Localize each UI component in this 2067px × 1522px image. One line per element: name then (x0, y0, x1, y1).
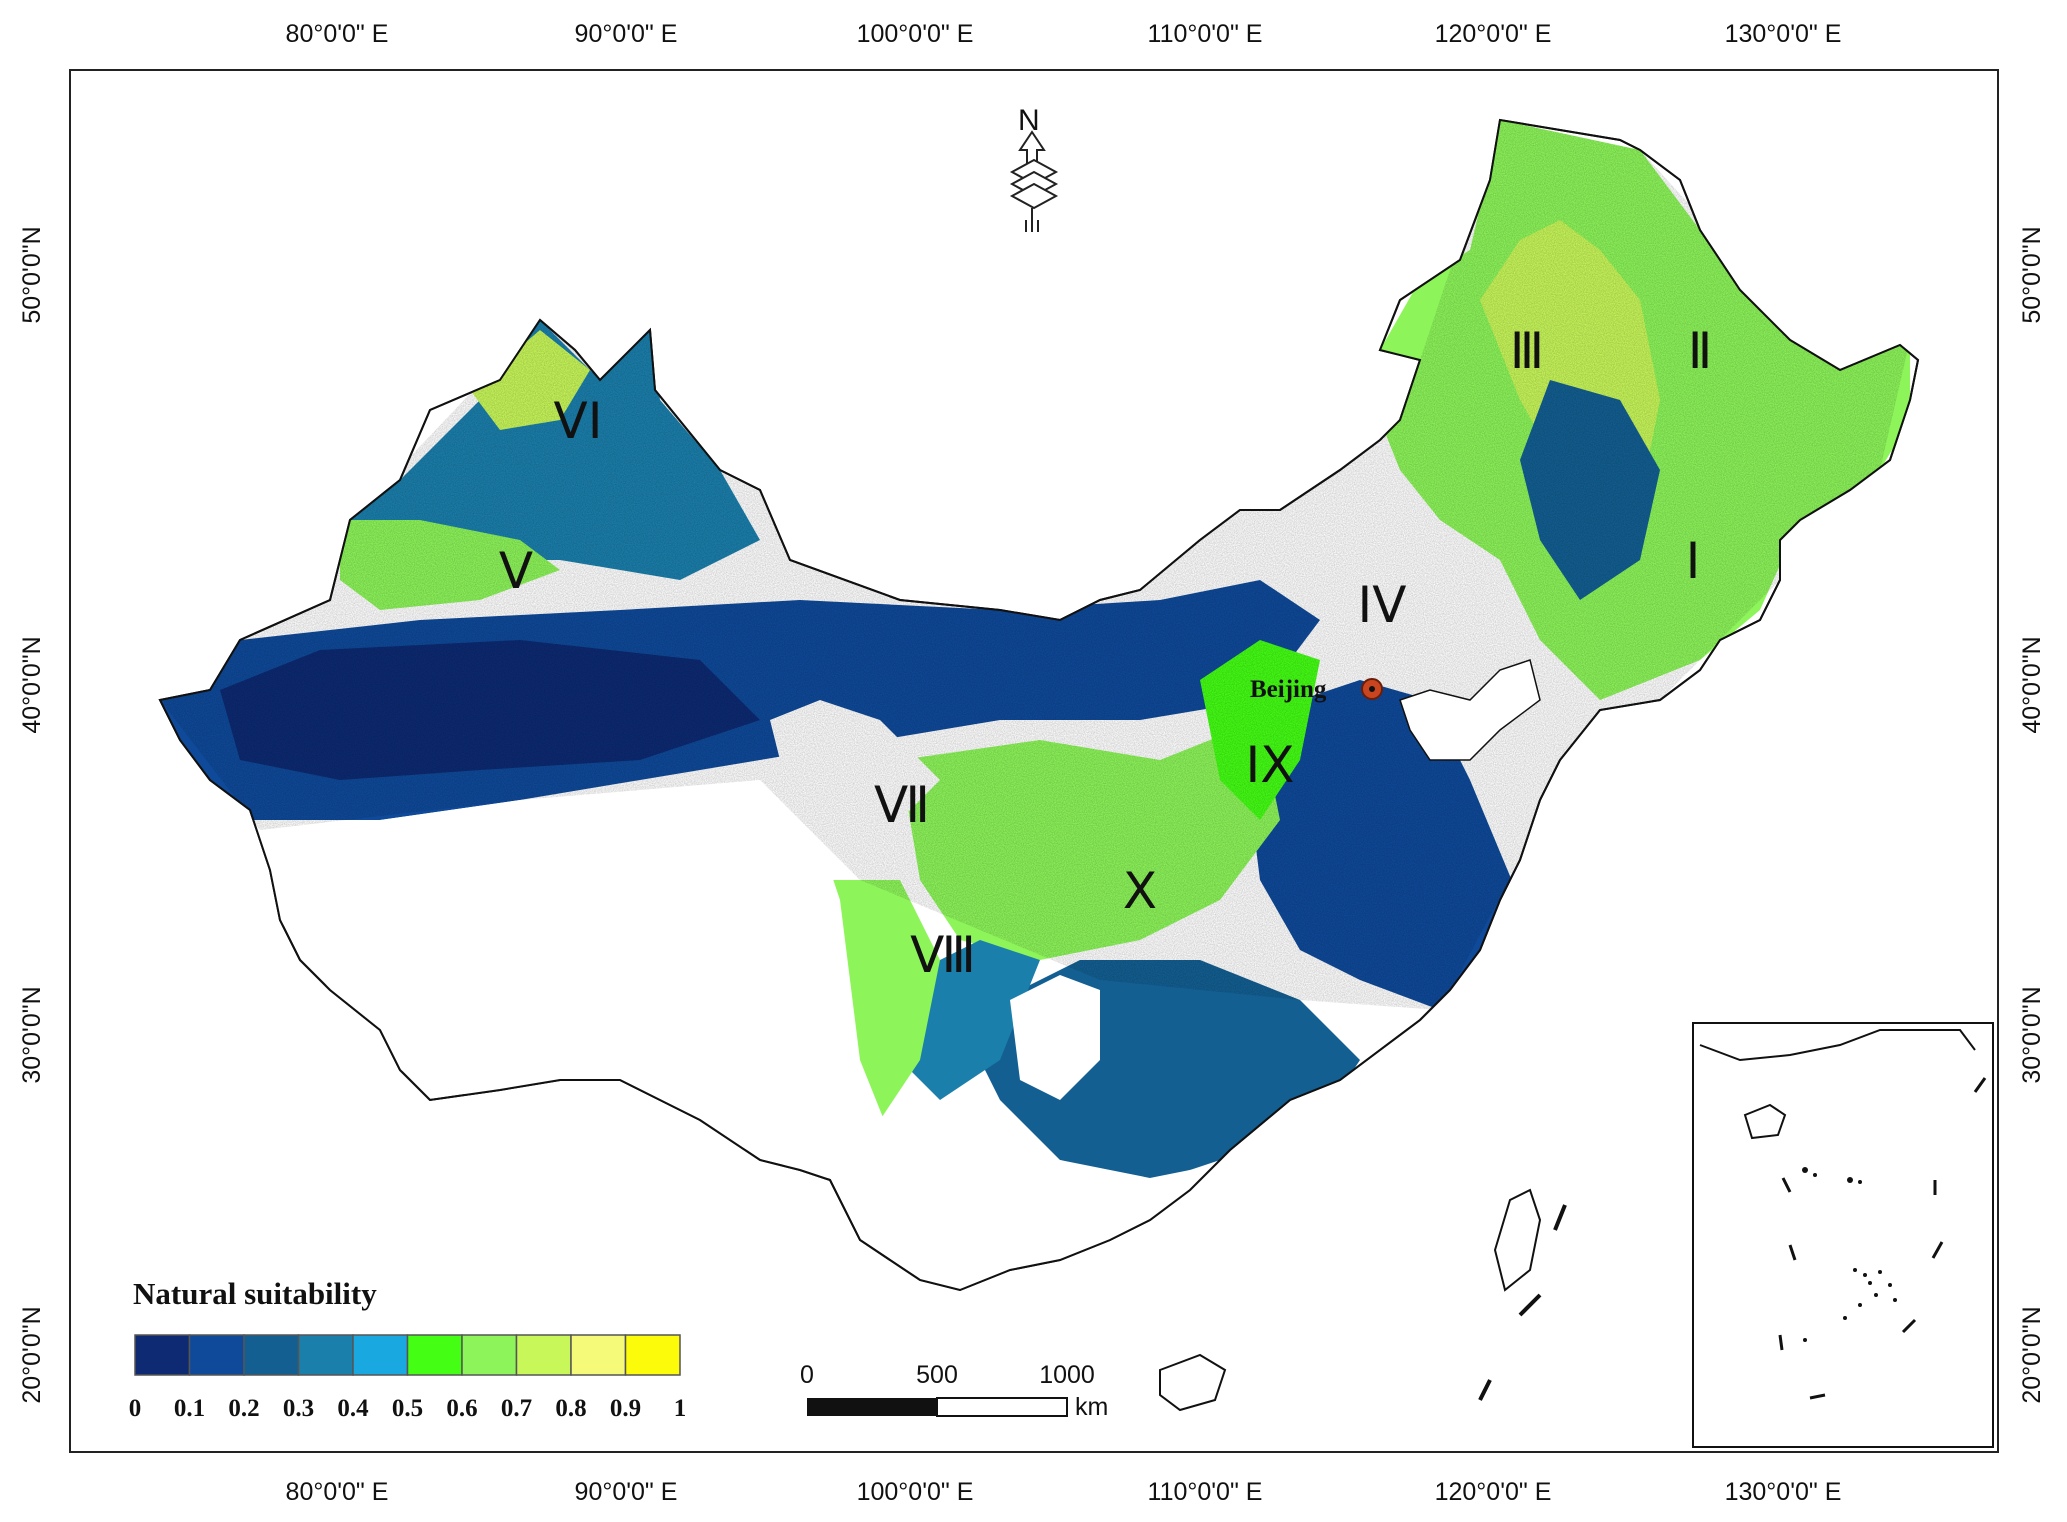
legend-label: 0.3 (283, 1395, 314, 1422)
southeast-blank (900, 860, 1520, 1290)
latitude-label-right: 20°0'0"N (2018, 1306, 2046, 1403)
legend-label: 0.2 (228, 1395, 259, 1422)
legend-label: 1 (674, 1395, 687, 1422)
region-label-x: X (1123, 862, 1157, 920)
latitude-labels-left: 50°0'0"N 40°0'0"N 30°0'0"N 20°0'0"N (18, 226, 46, 1403)
latitude-label-right: 50°0'0"N (2018, 226, 2046, 323)
scale-label: 1000 (1039, 1361, 1095, 1389)
scale-label: 500 (916, 1361, 958, 1389)
region-labels: I Ⅱ Ⅲ IV V VI Ⅶ Ⅷ IX X (499, 322, 1712, 984)
region-label-ii: Ⅱ (1688, 322, 1713, 380)
north-arrow: N (1009, 104, 1059, 232)
region-label-iii: Ⅲ (1510, 322, 1544, 380)
longitude-label-bottom: 120°0'0" E (1435, 1478, 1552, 1506)
legend-swatch (624, 1334, 681, 1376)
legend-swatch (406, 1334, 463, 1376)
hainan-island (1159, 1353, 1227, 1412)
legend-label: 0.4 (337, 1395, 369, 1422)
scale-bar: 0 500 1000 km (800, 1361, 1108, 1421)
china-boundary-outline (158, 118, 1920, 1292)
legend-swatch (515, 1334, 572, 1376)
legend-swatch (461, 1334, 518, 1376)
region-label-viii: Ⅷ (910, 926, 976, 984)
taiwan-island (1493, 1188, 1542, 1292)
legend-swatch (297, 1334, 354, 1376)
longitude-label-top: 100°0'0" E (857, 20, 974, 48)
capital-marker-center (1369, 686, 1375, 692)
longitude-label-top: 90°0'0" E (575, 20, 678, 48)
region-label-i: I (1686, 532, 1701, 590)
legend-swatch (188, 1334, 245, 1376)
region-label-vii: Ⅶ (874, 776, 930, 834)
region-label-vi: VI (554, 392, 603, 450)
beijing-marker: Beijing (1250, 676, 1383, 703)
scale-unit: km (1075, 1393, 1108, 1421)
longitude-label-bottom: 100°0'0" E (857, 1478, 974, 1506)
legend-label: 0.9 (610, 1395, 641, 1422)
longitude-label-bottom: 110°0'0" E (1148, 1478, 1263, 1506)
legend-label: 0.7 (501, 1395, 532, 1422)
scale-bar-segment-black (807, 1398, 937, 1416)
legend-swatch (134, 1334, 191, 1376)
latitude-label-right: 40°0'0"N (2018, 636, 2046, 733)
longitude-label-bottom: 90°0'0" E (575, 1478, 678, 1506)
legend-title: Natural suitability (133, 1276, 377, 1311)
latitude-label-left: 20°0'0"N (18, 1306, 46, 1403)
region-label-v: V (499, 542, 533, 600)
legend-swatches (134, 1334, 681, 1376)
bohai-sea (1399, 659, 1541, 761)
longitude-label-top: 110°0'0" E (1148, 20, 1263, 48)
latitude-label-right: 30°0'0"N (2018, 986, 2046, 1083)
nine-dash-line (1478, 1204, 1567, 1401)
legend: Natural suitability 0 0.1 0.2 0.3 0.4 0.5 0.6 0… (129, 1276, 687, 1422)
longitude-labels-bottom: 80°0'0" E 90°0'0" E 100°0'0" E 110°0'0" E 12… (286, 1478, 1842, 1506)
legend-label: 0.1 (174, 1395, 205, 1422)
south-china-sea-inset (1692, 1022, 1994, 1448)
legend-swatch (243, 1334, 300, 1376)
scale-label: 0 (800, 1361, 814, 1389)
scale-bar-segment-white (936, 1397, 1068, 1417)
latitude-label-left: 40°0'0"N (18, 636, 46, 733)
latitude-label-left: 50°0'0"N (18, 226, 46, 323)
sichuan-basin-blank (1010, 975, 1100, 1100)
city-label: Beijing (1250, 676, 1327, 703)
legend-labels: 0 0.1 0.2 0.3 0.4 0.5 0.6 0.7 0.8 0.9 1 (129, 1395, 687, 1422)
longitude-label-top: 80°0'0" E (286, 20, 389, 48)
longitude-label-bottom: 130°0'0" E (1725, 1478, 1842, 1506)
legend-label: 0.6 (446, 1395, 477, 1422)
latitude-labels-right: 50°0'0"N 40°0'0"N 30°0'0"N 20°0'0"N (2018, 226, 2046, 1403)
longitude-label-bottom: 80°0'0" E (286, 1478, 389, 1506)
legend-label: 0 (129, 1395, 142, 1422)
legend-swatch (352, 1334, 409, 1376)
latitude-label-left: 30°0'0"N (18, 986, 46, 1083)
tibet-plateau-blank (240, 780, 900, 1180)
region-label-iv: IV (1358, 576, 1407, 634)
longitude-labels-top: 80°0'0" E 90°0'0" E 100°0'0" E 110°0'0" E 12… (286, 20, 1842, 48)
region-label-ix: IX (1246, 736, 1295, 794)
legend-label: 0.8 (555, 1395, 586, 1422)
legend-label: 0.5 (392, 1395, 423, 1422)
north-arrow-icon (1009, 130, 1059, 232)
legend-swatch (570, 1334, 627, 1376)
north-arrow-label: N (1018, 104, 1040, 137)
longitude-label-top: 130°0'0" E (1725, 20, 1842, 48)
longitude-label-top: 120°0'0" E (1435, 20, 1552, 48)
